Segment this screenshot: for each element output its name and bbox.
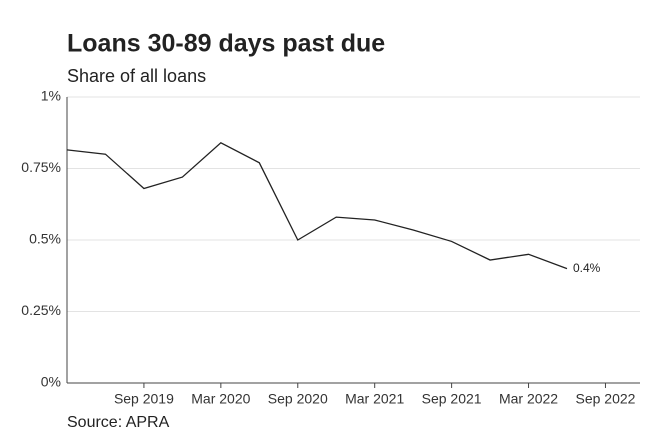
source: Source: APRA [67,414,170,431]
y-tick-label: 0% [41,374,61,390]
x-tick-label: Sep 2020 [268,391,328,407]
y-tick-label: 0.75% [21,159,61,175]
y-tick-label: 0.25% [21,302,61,318]
x-tick-label: Mar 2021 [345,391,404,407]
x-tick-label: Mar 2022 [499,391,558,407]
x-tick-label: Sep 2021 [422,391,482,407]
value-label: 0.4% [573,261,601,275]
x-tick-label: Sep 2019 [114,391,174,407]
chart-title: Loans 30-89 days past due [67,30,385,58]
y-tick-label: 1% [41,88,61,104]
y-tick-label: 0.5% [29,231,61,247]
chart-subtitle: Share of all loans [67,66,206,86]
x-tick-label: Sep 2022 [575,391,635,407]
x-tick-label: Mar 2020 [191,391,250,407]
line [66,141,568,270]
